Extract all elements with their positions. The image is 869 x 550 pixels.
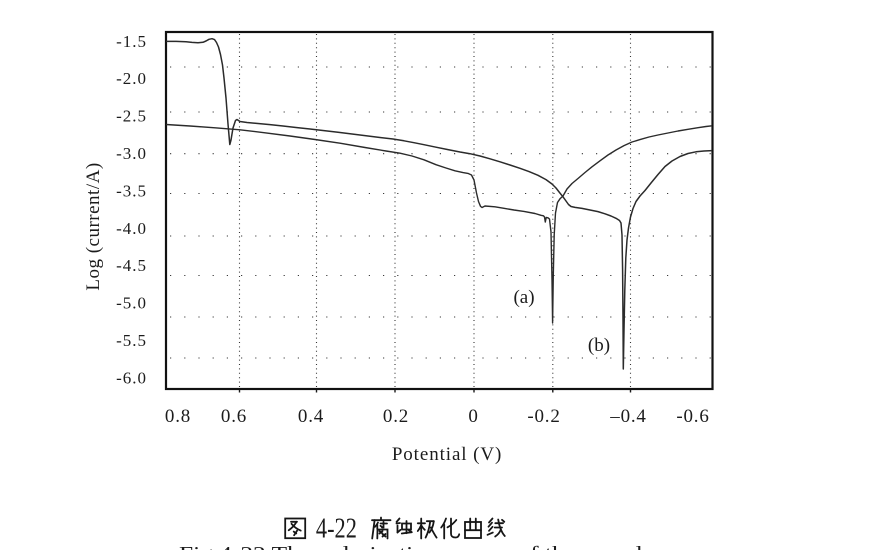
svg-text:Log (current/A): Log (current/A) xyxy=(83,162,104,290)
svg-text:0.2: 0.2 xyxy=(383,406,409,427)
svg-text:-1.5: -1.5 xyxy=(116,32,147,51)
svg-text:–0.4: –0.4 xyxy=(609,406,646,427)
svg-text:-3.0: -3.0 xyxy=(116,144,147,163)
svg-text:-6.0: -6.0 xyxy=(116,368,147,387)
svg-text:-2.5: -2.5 xyxy=(116,107,147,126)
svg-text:-5.5: -5.5 xyxy=(116,331,147,350)
svg-text:Potential (V): Potential (V) xyxy=(392,444,502,465)
svg-text:0.6: 0.6 xyxy=(221,406,247,427)
svg-text:-4.0: -4.0 xyxy=(116,219,147,238)
svg-text:-2.0: -2.0 xyxy=(116,69,147,88)
svg-text:(a): (a) xyxy=(513,287,534,308)
svg-text:Fig.4-22 The polarization curv: Fig.4-22 The polarization curves of the … xyxy=(179,543,664,550)
svg-text:4-22: 4-22 xyxy=(316,514,357,545)
svg-text:-0.2: -0.2 xyxy=(527,406,560,427)
svg-text:0: 0 xyxy=(468,406,478,427)
svg-text:0.8: 0.8 xyxy=(165,406,191,427)
svg-text:-3.5: -3.5 xyxy=(116,181,147,200)
svg-text:(b): (b) xyxy=(588,335,610,356)
svg-text:0.4: 0.4 xyxy=(298,406,324,427)
svg-text:-4.5: -4.5 xyxy=(116,256,147,275)
svg-text:-0.6: -0.6 xyxy=(676,406,709,427)
svg-text:-5.0: -5.0 xyxy=(116,294,147,313)
